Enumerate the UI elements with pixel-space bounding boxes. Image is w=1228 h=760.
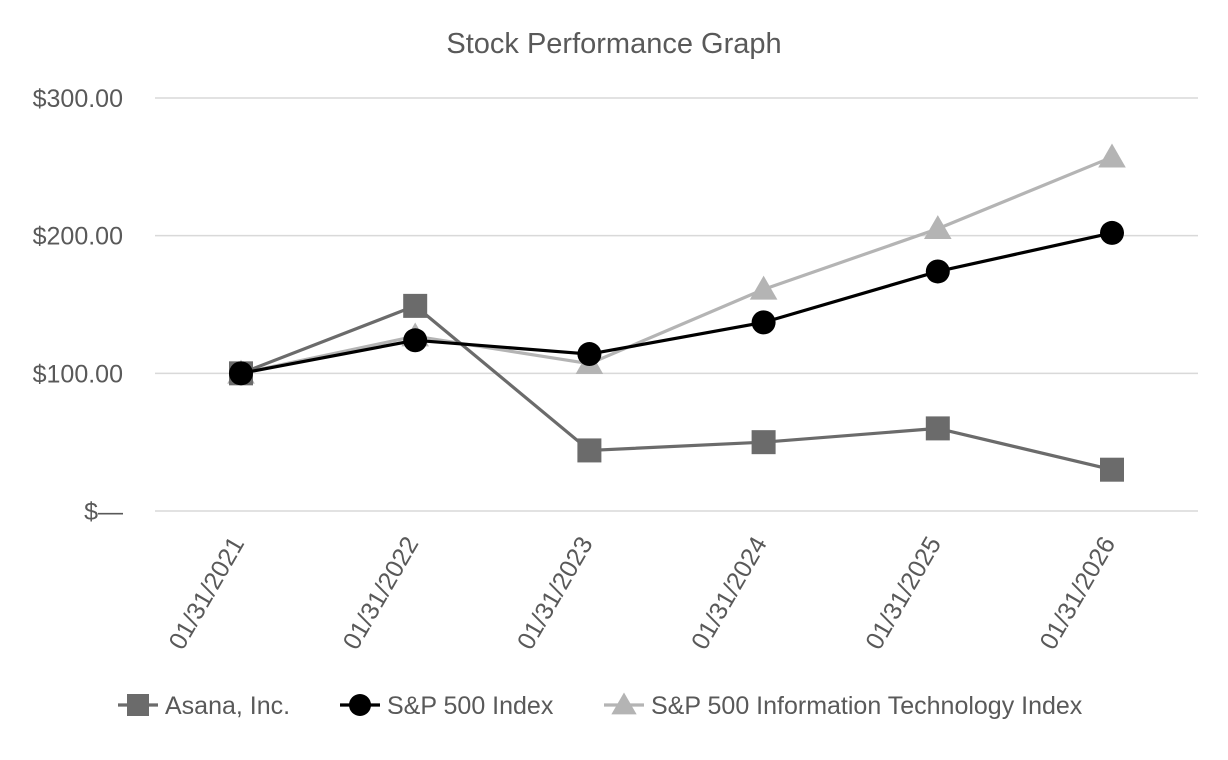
x-tick-label: 01/31/2026: [1034, 532, 1121, 654]
legend-item: Asana, Inc.: [118, 692, 290, 720]
x-tick-label: 01/31/2023: [512, 532, 599, 654]
legend-item: S&P 500 Index: [340, 692, 554, 720]
y-tick-label: $—: [84, 498, 123, 526]
series-line: [240, 304, 1113, 472]
data-point: [229, 361, 253, 386]
legend-label: Asana, Inc.: [165, 692, 290, 720]
y-tick-label: $100.00: [33, 360, 123, 388]
data-point: [751, 310, 776, 335]
y-tick-label: $300.00: [33, 85, 123, 113]
legend-label: S&P 500 Index: [387, 692, 554, 720]
data-point: [925, 259, 950, 284]
data-point: [1100, 220, 1124, 245]
data-point: [403, 328, 428, 353]
series-line: [240, 231, 1113, 375]
x-axis: 01/31/2021 01/31/2022 01/31/2023 01/31/2024…: [163, 532, 1121, 654]
x-tick-label: 01/31/2025: [860, 532, 947, 654]
series-group: [227, 143, 1126, 482]
legend-marker: [127, 694, 149, 716]
series-line: [240, 155, 1113, 375]
legend-marker: [349, 694, 371, 716]
data-point: [925, 416, 950, 441]
data-point: [1098, 143, 1126, 168]
data-point: [577, 342, 602, 367]
y-axis: $— $100.00 $200.00 $300.00: [33, 85, 123, 526]
x-tick-label: 01/31/2021: [163, 532, 250, 654]
legend-label: S&P 500 Information Technology Index: [651, 692, 1083, 720]
series-square: [229, 293, 1124, 482]
data-point: [924, 215, 952, 240]
data-point: [577, 438, 602, 463]
data-point: [1100, 457, 1124, 482]
series-circle: [229, 220, 1124, 386]
data-point: [403, 293, 428, 318]
legend-item: S&P 500 Information Technology Index: [604, 692, 1083, 720]
chart-title: Stock Performance Graph: [446, 28, 781, 60]
legend-marker: [611, 692, 637, 715]
y-tick-label: $200.00: [33, 223, 123, 251]
legend: Asana, Inc. S&P 500 Index S&P 500 Informat…: [118, 692, 1083, 720]
data-point: [751, 430, 776, 455]
gridlines: [155, 97, 1198, 512]
data-point: [749, 275, 778, 300]
x-tick-label: 01/31/2022: [338, 532, 425, 654]
series-triangle: [227, 143, 1126, 384]
x-tick-label: 01/31/2024: [686, 532, 773, 654]
